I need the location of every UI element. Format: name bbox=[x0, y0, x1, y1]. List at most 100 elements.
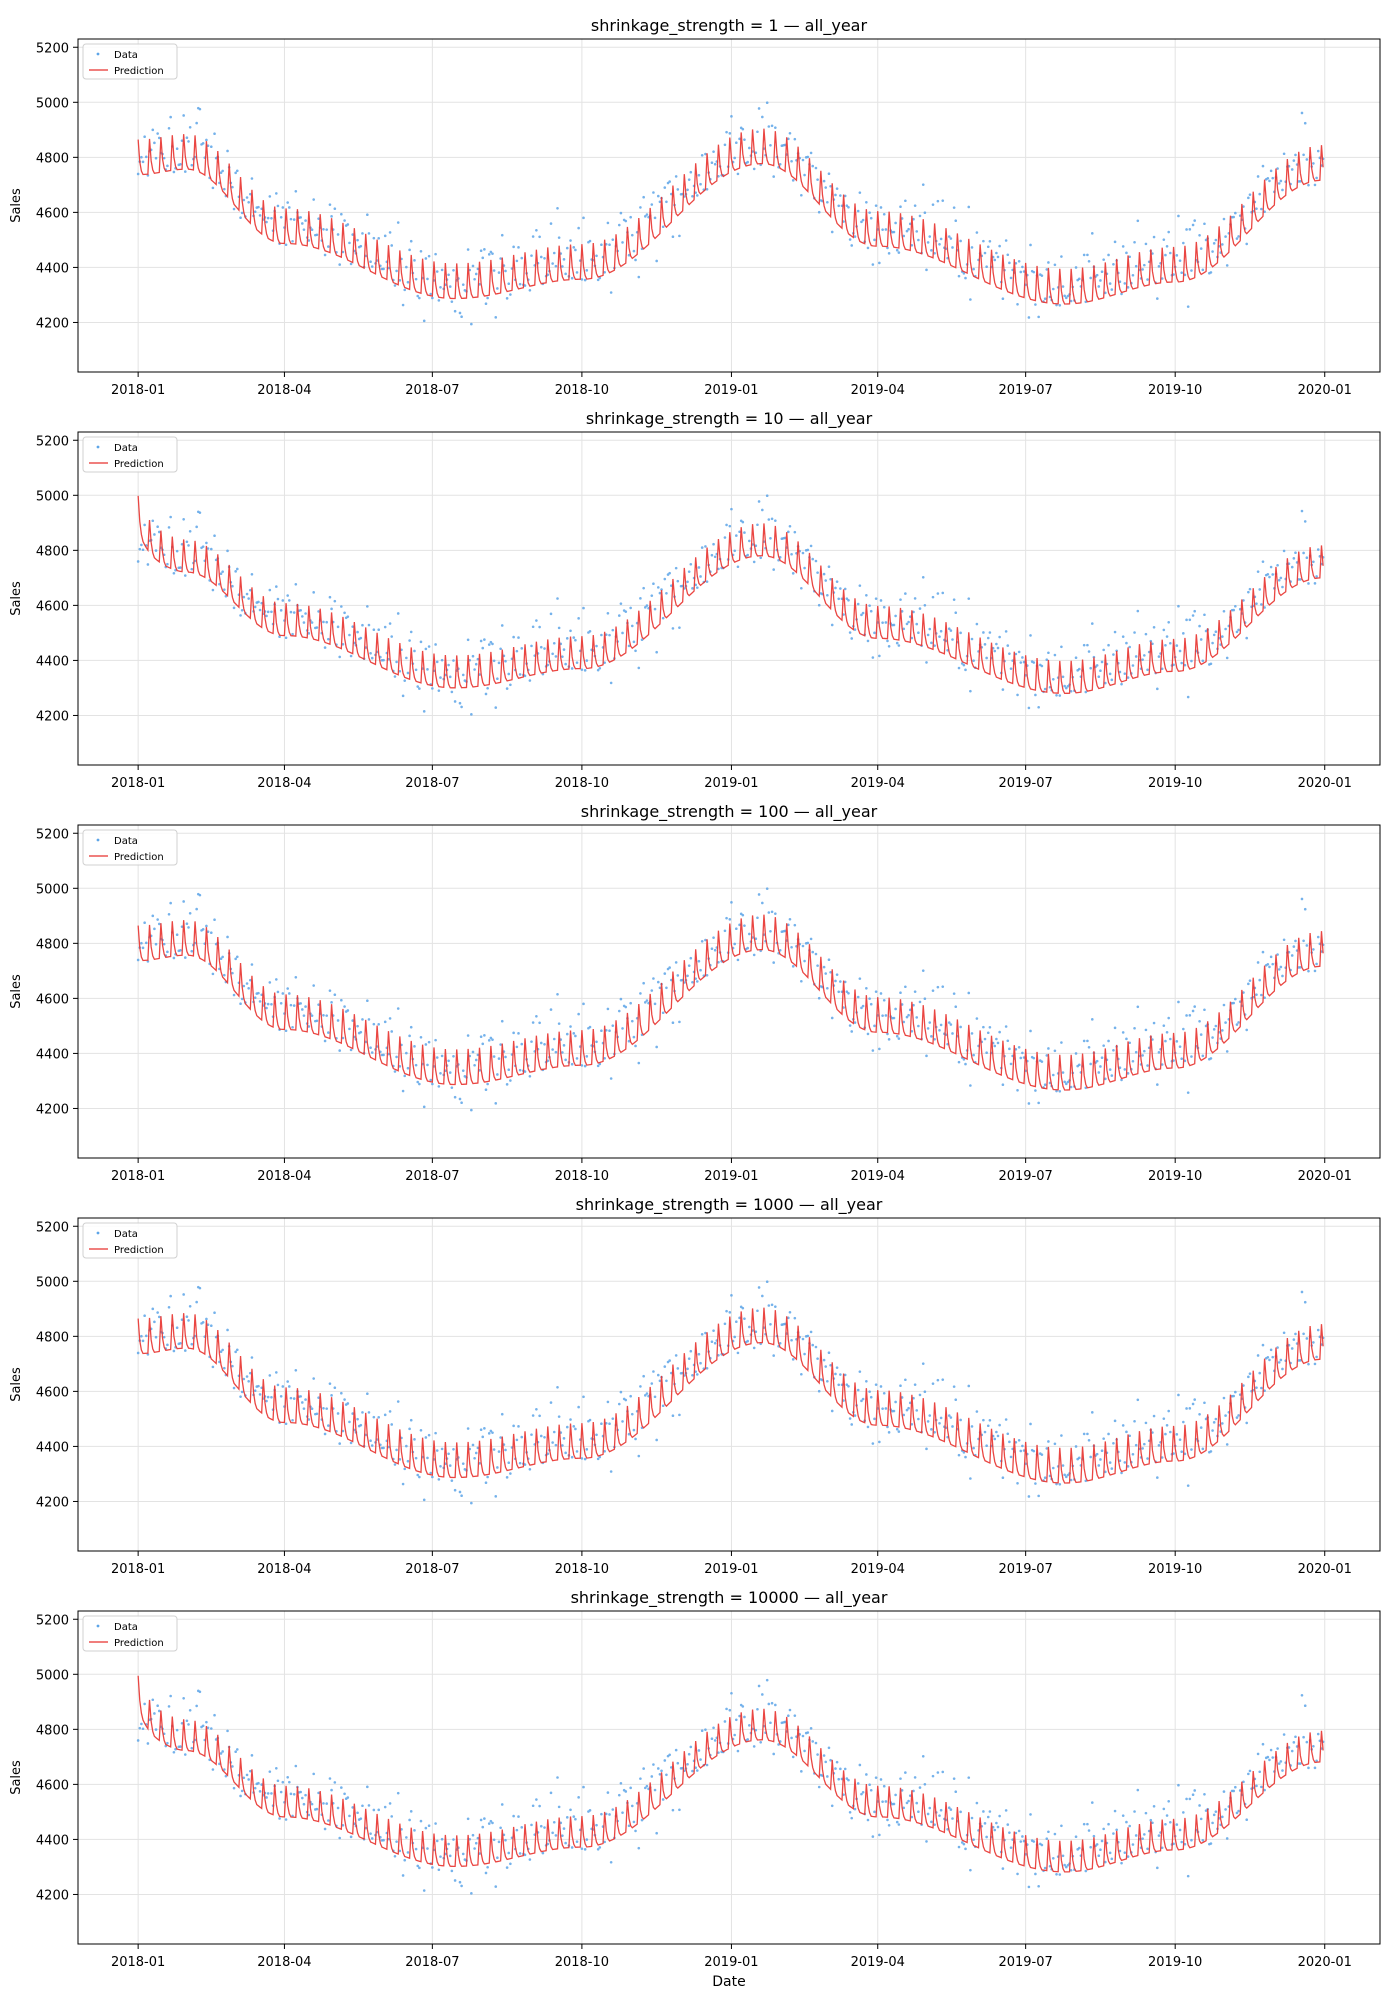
data-point bbox=[1203, 1792, 1206, 1796]
data-point bbox=[949, 1023, 953, 1026]
data-point bbox=[156, 132, 159, 135]
data-point bbox=[871, 1835, 875, 1838]
data-point bbox=[302, 228, 306, 231]
data-point bbox=[341, 1036, 345, 1040]
data-point bbox=[634, 1829, 637, 1833]
data-point bbox=[535, 619, 538, 622]
data-point bbox=[198, 1690, 202, 1694]
data-point bbox=[1299, 1762, 1302, 1765]
data-point bbox=[817, 210, 821, 214]
data-point bbox=[871, 263, 875, 266]
data-point bbox=[434, 1822, 437, 1825]
data-point bbox=[1058, 1482, 1062, 1486]
data-point bbox=[549, 1401, 553, 1404]
data-point bbox=[1271, 962, 1275, 966]
data-point bbox=[169, 1294, 172, 1298]
data-point bbox=[577, 1796, 580, 1799]
data-point bbox=[1141, 268, 1144, 271]
data-point bbox=[712, 1726, 715, 1730]
data-point bbox=[765, 887, 769, 890]
data-point bbox=[232, 606, 236, 610]
data-point bbox=[791, 1358, 795, 1361]
x-tick-label: 2020-01 bbox=[1298, 1955, 1352, 1970]
data-point bbox=[697, 959, 701, 963]
data-point bbox=[917, 238, 920, 242]
data-point bbox=[1077, 277, 1081, 281]
data-point bbox=[452, 1838, 455, 1841]
data-point bbox=[1019, 661, 1023, 664]
data-point bbox=[845, 990, 849, 993]
data-point bbox=[969, 1477, 972, 1480]
data-point bbox=[1312, 1341, 1315, 1344]
data-point bbox=[1248, 979, 1252, 982]
data-point bbox=[333, 1781, 337, 1784]
data-point bbox=[382, 1446, 385, 1450]
data-point bbox=[136, 958, 140, 962]
data-point bbox=[741, 1705, 745, 1708]
data-point bbox=[730, 901, 733, 904]
data-point bbox=[426, 1063, 429, 1067]
data-point bbox=[713, 1739, 717, 1742]
data-point bbox=[1292, 159, 1296, 162]
data-point bbox=[484, 1871, 488, 1875]
data-point bbox=[595, 1823, 598, 1827]
data-point bbox=[1222, 217, 1226, 221]
data-point bbox=[918, 607, 922, 610]
data-point bbox=[494, 1885, 498, 1888]
data-point bbox=[1182, 1027, 1185, 1031]
data-point bbox=[369, 1439, 372, 1443]
data-point bbox=[242, 1377, 246, 1381]
data-point bbox=[788, 131, 792, 135]
data-point bbox=[505, 1866, 509, 1869]
data-point bbox=[925, 1447, 928, 1451]
data-point bbox=[757, 107, 761, 110]
data-point bbox=[866, 1818, 870, 1822]
data-point bbox=[830, 623, 834, 627]
data-point bbox=[236, 1348, 239, 1352]
data-point bbox=[266, 1395, 270, 1399]
data-point bbox=[1045, 1837, 1049, 1841]
data-point bbox=[759, 556, 762, 560]
data-point bbox=[1277, 1361, 1281, 1364]
data-point bbox=[491, 1038, 494, 1041]
data-point bbox=[1234, 604, 1237, 608]
data-point bbox=[1269, 565, 1273, 569]
data-point bbox=[1006, 1823, 1010, 1826]
data-point bbox=[1108, 672, 1112, 676]
data-point bbox=[632, 1035, 636, 1039]
data-point bbox=[572, 1032, 576, 1035]
data-point bbox=[761, 901, 764, 905]
data-point bbox=[1060, 1434, 1063, 1437]
data-point bbox=[1248, 1372, 1252, 1375]
data-point bbox=[1232, 1394, 1236, 1398]
data-point bbox=[349, 1835, 353, 1839]
data-point bbox=[687, 1357, 691, 1360]
data-point bbox=[346, 615, 350, 618]
data-point bbox=[504, 1448, 507, 1452]
data-point bbox=[299, 609, 302, 612]
data-point bbox=[348, 241, 351, 245]
data-point bbox=[858, 584, 862, 587]
data-point bbox=[409, 1810, 413, 1813]
data-point bbox=[1167, 620, 1170, 624]
data-point bbox=[288, 599, 291, 602]
data-point bbox=[686, 1367, 689, 1371]
data-point bbox=[205, 1720, 208, 1724]
data-point bbox=[822, 965, 826, 969]
data-point bbox=[470, 322, 473, 326]
data-point bbox=[1212, 633, 1216, 637]
data-point bbox=[964, 1062, 967, 1066]
data-point bbox=[1037, 1101, 1040, 1105]
data-point bbox=[853, 1807, 857, 1811]
data-point bbox=[925, 661, 928, 664]
data-point bbox=[668, 571, 671, 575]
data-point bbox=[1186, 305, 1190, 308]
data-point bbox=[556, 1776, 559, 1779]
data-point bbox=[523, 1853, 527, 1857]
data-point bbox=[691, 194, 694, 198]
data-point bbox=[569, 1808, 572, 1812]
y-tick-label: 4200 bbox=[36, 709, 69, 724]
data-point bbox=[1060, 255, 1063, 258]
data-point bbox=[874, 990, 878, 993]
data-point bbox=[959, 1025, 962, 1029]
